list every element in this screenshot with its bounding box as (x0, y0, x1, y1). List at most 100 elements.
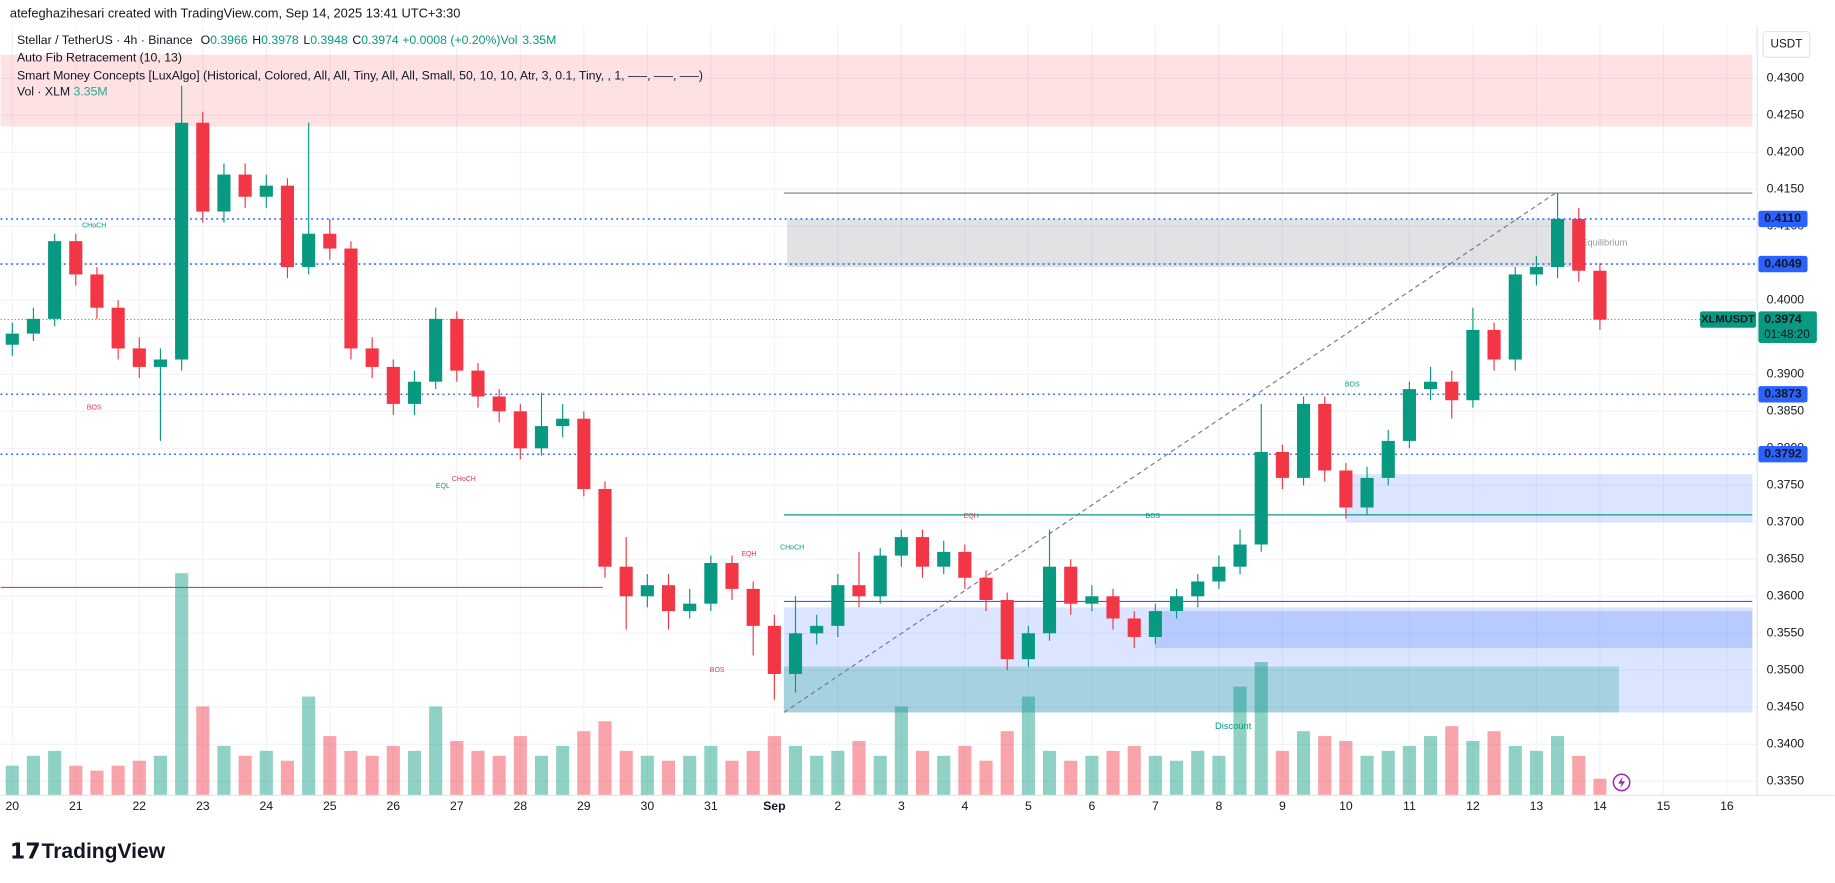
volume-bar (492, 755, 506, 796)
structure-label: CHoCH (82, 222, 106, 229)
candle-body (534, 426, 549, 449)
volume-bar (1529, 750, 1543, 796)
candle-body (1466, 329, 1480, 401)
x-tick-label: 3 (898, 799, 905, 813)
volume-bar (1191, 750, 1205, 796)
volume-bar (1169, 760, 1184, 796)
volume-bar (725, 760, 739, 796)
indicator: Smart Money Concepts [LuxAlgo] (Historic… (17, 68, 703, 82)
candle-body (1402, 389, 1416, 441)
candle-body (979, 577, 993, 600)
candle-body (577, 418, 591, 489)
candle-body (280, 185, 295, 268)
candle-body (344, 248, 358, 349)
candle-body (1233, 544, 1247, 567)
candle-body (725, 562, 739, 589)
y-tick-label: 0.3450 (1767, 700, 1805, 714)
x-tick-label: 26 (386, 799, 400, 813)
volume-bar (1593, 778, 1607, 796)
candle-body (1127, 618, 1141, 637)
candle-body (513, 411, 527, 449)
x-tick-label: 7 (1152, 799, 1159, 813)
volume-bar (704, 745, 718, 796)
y-tick-label: 0.3400 (1767, 737, 1805, 751)
volume-bar (1233, 686, 1247, 796)
candle-body (1042, 566, 1057, 634)
x-tick-label: 10 (1339, 799, 1353, 813)
candle-body (1085, 596, 1099, 604)
volume-bar (915, 750, 930, 796)
countdown: 01:48:20 (1764, 328, 1810, 341)
x-tick-label: 24 (259, 799, 273, 813)
volume-bar (513, 736, 527, 796)
last-price-label: 0.3974 (1764, 312, 1802, 326)
candle-body (111, 307, 125, 349)
y-tick-label: 0.3550 (1767, 626, 1805, 640)
volume-bar (90, 770, 104, 796)
volume-bar (280, 760, 295, 796)
structure-label: BOS (1345, 382, 1360, 389)
volume-bar (937, 755, 951, 796)
volume-bar (407, 750, 422, 796)
structure-label: EQL (436, 483, 450, 490)
volume-bar (1212, 755, 1226, 796)
volume-bar (238, 755, 252, 796)
credit: atefeghazihesari created with TradingVie… (10, 5, 460, 20)
volume-bar (450, 740, 464, 796)
volume-bar (894, 706, 908, 796)
level-tag (1758, 446, 1808, 463)
y-tick-label: 0.4200 (1767, 145, 1805, 159)
x-tick-label: 21 (69, 799, 83, 813)
structure-label: CHoCH (452, 476, 476, 483)
volume-bar (471, 750, 485, 796)
x-tick-label: 6 (1088, 799, 1095, 813)
x-tick-label: 11 (1403, 799, 1416, 813)
level-label: 0.4110 (1764, 211, 1801, 225)
volume-bar (1572, 755, 1586, 796)
candle-body (132, 348, 146, 367)
volume-bar (979, 760, 993, 796)
volume-bar (852, 740, 866, 796)
candle-body (1529, 267, 1543, 275)
candle-body (323, 233, 337, 249)
title: Stellar / TetherUS · 4h · Binance (17, 33, 193, 47)
volume-bar (259, 750, 273, 796)
volume-bar (429, 706, 443, 796)
volume-bar (1127, 745, 1141, 796)
volume-bar (1318, 736, 1332, 796)
y-tick-label: 0.3700 (1767, 515, 1805, 529)
candle-body (1487, 329, 1501, 360)
zone (783, 607, 1753, 713)
candle-body (1212, 566, 1226, 582)
level-tag (1758, 210, 1808, 228)
level-tag (1758, 255, 1808, 273)
candle-body (69, 241, 83, 275)
candle-body (1572, 218, 1586, 271)
symbol-tag (1699, 311, 1757, 328)
candle-body (788, 633, 803, 674)
candle-body (873, 555, 887, 597)
candle-body (153, 359, 168, 367)
ohlc-item: +0.0008 (+0.20%) (402, 33, 500, 47)
volume-bar (534, 755, 549, 796)
candle-body (26, 318, 40, 334)
x-tick-label: 25 (323, 799, 337, 813)
candle-body (1191, 581, 1205, 597)
candle-body (852, 585, 866, 597)
y-tick-label: 0.4000 (1767, 293, 1805, 307)
x-tick-label: 31 (704, 799, 718, 813)
candle-body (810, 625, 824, 634)
candle-body (1275, 452, 1289, 478)
volume-bar (1000, 731, 1014, 796)
candle-body (365, 348, 379, 367)
volume-bar (1551, 736, 1565, 796)
candle-body (746, 588, 760, 626)
structure-label: BOS (1145, 513, 1160, 520)
candle-body (5, 333, 19, 345)
volume-bar (69, 765, 83, 796)
candle-body (683, 603, 697, 612)
candle-body (471, 370, 485, 397)
x-tick-label: 28 (513, 799, 527, 813)
volume-bar (1381, 750, 1395, 796)
x-tick-label: 5 (1025, 799, 1032, 813)
